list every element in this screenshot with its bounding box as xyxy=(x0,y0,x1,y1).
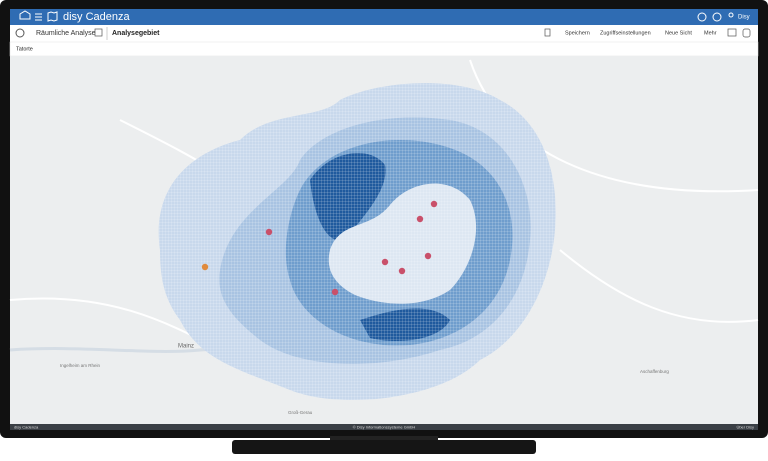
user-icon[interactable] xyxy=(728,12,734,18)
layer-bar xyxy=(9,41,759,57)
incident-selected[interactable] xyxy=(201,263,209,271)
toolbar xyxy=(10,25,758,42)
incident[interactable] xyxy=(331,288,339,296)
panel-icon[interactable] xyxy=(727,28,737,37)
breadcrumb-icon[interactable] xyxy=(94,28,103,37)
map-label: Ingelheim am Rhein xyxy=(60,363,101,368)
bookmark-icon[interactable] xyxy=(544,28,551,37)
action[interactable]: Zugriffseinstellungen xyxy=(600,30,651,36)
grid-overlay xyxy=(158,83,556,400)
footer-center: © Disy Informationssysteme GmbH xyxy=(353,425,416,430)
incident[interactable] xyxy=(398,267,406,275)
stand-base xyxy=(232,440,536,454)
settings-icon[interactable] xyxy=(697,12,707,22)
header-bar xyxy=(10,9,758,25)
action[interactable]: Neue Sicht xyxy=(665,30,692,36)
action[interactable]: Mehr xyxy=(704,30,717,36)
map-label: Aschaffenburg xyxy=(640,369,669,374)
home-icon[interactable] xyxy=(19,10,31,20)
footer-right[interactable]: Über Disy xyxy=(736,425,754,430)
stand-neck xyxy=(330,436,438,442)
incident[interactable] xyxy=(430,200,438,208)
footer xyxy=(10,424,758,430)
action[interactable]: Speichern xyxy=(565,30,590,36)
incident[interactable] xyxy=(381,258,389,266)
app-title: disy Cadenza xyxy=(63,11,131,23)
view-title[interactable]: Analysegebiet xyxy=(112,30,160,37)
incident[interactable] xyxy=(416,215,424,223)
incident[interactable] xyxy=(265,228,273,236)
map-icon[interactable] xyxy=(47,11,58,22)
footer-left: disy Cadenza xyxy=(14,425,39,430)
menu-icon[interactable] xyxy=(35,13,42,21)
map-label: Groß-Gerau xyxy=(288,410,313,415)
db-icon[interactable] xyxy=(742,28,751,38)
layer-name[interactable]: Tatorte xyxy=(16,46,33,52)
roads xyxy=(9,59,759,361)
incident[interactable] xyxy=(424,252,432,260)
target-icon[interactable] xyxy=(15,28,25,38)
breadcrumb[interactable]: Räumliche Analyse xyxy=(36,30,96,37)
user-name[interactable]: Disy xyxy=(738,15,750,21)
map-label: Mainz xyxy=(178,344,194,350)
incidents xyxy=(265,200,438,296)
help-icon[interactable] xyxy=(712,12,722,22)
